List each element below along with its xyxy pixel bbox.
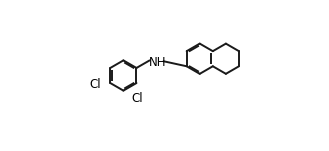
Text: Cl: Cl: [132, 92, 143, 105]
Text: NH: NH: [148, 56, 166, 69]
Text: Cl: Cl: [89, 78, 101, 91]
